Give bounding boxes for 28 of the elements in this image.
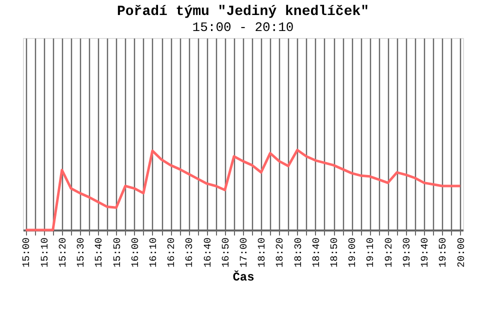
x-tick-label: 19:30 <box>402 238 414 268</box>
x-tick-label: 16:10 <box>148 238 160 268</box>
x-tick-label: 16:30 <box>185 238 196 268</box>
x-tick-label: 20:00 <box>456 238 468 268</box>
x-tick-label: 16:00 <box>130 238 142 268</box>
chart-subtitle: 15:00 - 20:10 <box>192 20 294 35</box>
x-tick-label: 15:40 <box>94 238 106 268</box>
x-tick-label: 16:50 <box>221 238 232 268</box>
x-tick-label: 18:10 <box>258 238 269 268</box>
x-tick-label: 18:40 <box>312 238 323 268</box>
x-tick-label: 17:00 <box>240 238 250 268</box>
x-tick-label: 18:30 <box>294 238 305 268</box>
x-axis-title: Čas <box>232 270 254 285</box>
x-tick-label: 16:20 <box>167 238 178 268</box>
x-tick-label: 19:00 <box>348 238 360 268</box>
x-tick-label: 18:20 <box>276 238 287 268</box>
x-tick-label: 15:10 <box>40 238 52 268</box>
x-tick-label: 15:50 <box>112 238 124 268</box>
x-tick-label: 15:30 <box>76 238 88 268</box>
x-tick-label: 15:20 <box>58 238 70 268</box>
x-tick-label: 15:00 <box>22 238 34 268</box>
x-tick-label: 19:50 <box>438 238 450 268</box>
x-tick-label: 16:40 <box>203 238 214 268</box>
x-tick-label: 19:40 <box>420 238 432 268</box>
x-tick-label: 19:10 <box>366 238 378 268</box>
x-tick-label: 19:20 <box>384 238 396 268</box>
chart-title: Pořadí týmu "Jediný knedlíček" <box>116 4 370 20</box>
x-tick-label: 18:50 <box>330 238 342 268</box>
